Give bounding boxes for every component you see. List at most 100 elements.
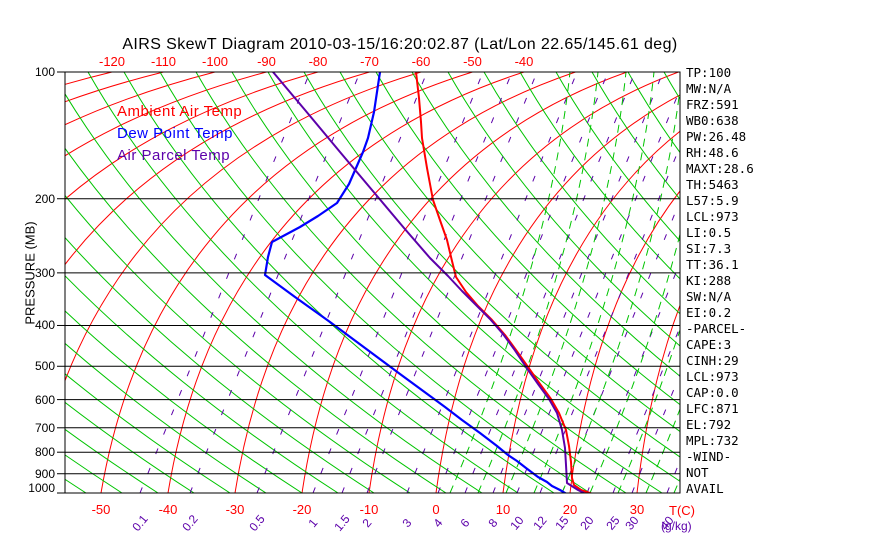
legend-item-dewpoint: Dew Point Temp [117, 125, 233, 142]
pressure-tick-label: 800 [34, 445, 55, 460]
temp-grid-line [65, 72, 319, 201]
temp-grid-line [234, 72, 576, 493]
grid-layer [65, 72, 870, 493]
pressure-tick-label: 1000 [28, 481, 55, 495]
bottom-temp-tick: -40 [158, 502, 178, 517]
mixing-ratio-line [437, 72, 609, 493]
mixing-ratio-line [256, 72, 428, 493]
dew-point-curve [263, 72, 568, 493]
adiabat-grid-line [411, 72, 680, 377]
top-temp-tick: -120 [98, 54, 126, 69]
temp-grid-line [167, 72, 525, 493]
stat-row: MPL:732 [686, 433, 739, 448]
bottom-temp-tick: -30 [225, 502, 245, 517]
bottom-temp-tick: 30 [629, 502, 645, 517]
adiabat-grid-line [87, 72, 519, 493]
stat-row: AVAIL [686, 481, 724, 496]
stat-row: MAXT:28.6 [686, 161, 754, 176]
mixing-ratio-line [366, 72, 538, 493]
mixing-ratio-line [464, 72, 636, 493]
stat-row: NOT [686, 465, 709, 480]
mixing-ratio-line [139, 72, 311, 493]
adiabat-grid-line [555, 72, 680, 242]
moist-adiabat-line [533, 72, 655, 493]
moist-adiabat-line [730, 72, 850, 493]
stat-row: TP:100 [686, 65, 732, 80]
pressure-tick-label: 500 [34, 359, 55, 374]
pressure-tick-label: 600 [34, 392, 55, 407]
top-temp-tick: -90 [257, 54, 276, 69]
top-temp-tick: -60 [411, 54, 431, 69]
top-temp-tick: -70 [360, 54, 379, 69]
temp-grid-line [368, 72, 679, 493]
stat-row: SI:7.3 [686, 241, 732, 256]
stat-row: CAPE:3 [686, 337, 732, 352]
temp-grid-line [301, 72, 628, 493]
mixing-ratio-line [341, 72, 513, 493]
temp-grid-line [65, 72, 370, 266]
stat-row: EI:0.2 [686, 305, 732, 320]
plot-border [64, 71, 681, 494]
mixing-ratio-line [312, 72, 484, 493]
pressure-tick-label: 100 [34, 65, 55, 79]
temp-grid-line [636, 303, 680, 493]
adiabat-grid-line [65, 310, 303, 493]
stat-row: LFC:871 [686, 401, 739, 416]
stat-row: LI:0.5 [686, 225, 732, 240]
moist-adiabat-line [814, 72, 870, 493]
moist-adiabat-line [786, 72, 870, 493]
adiabat-grid-line [231, 72, 663, 493]
bottom-temp-tick: 20 [562, 502, 578, 517]
adiabat-grid-line [519, 72, 680, 280]
adiabat-grid-line [267, 72, 680, 482]
stat-row: WB0:638 [686, 113, 739, 128]
top-temp-tick: -80 [308, 54, 328, 69]
temp-grid-line [435, 94, 680, 493]
moist-adiabat-line [758, 72, 870, 493]
adiabat-grid-line [195, 72, 627, 493]
temp-grid-line [100, 72, 473, 493]
pressure-tick-label: 300 [34, 265, 55, 280]
stat-row: CINH:29 [686, 353, 739, 368]
adiabat-grid-line [159, 72, 591, 493]
mixing-ratio-line [516, 87, 680, 493]
temp-grid-line [569, 190, 680, 493]
adiabat-grid-line [65, 236, 375, 493]
stat-row: FRZ:591 [686, 97, 739, 112]
adiabat-grid-line [65, 428, 159, 493]
top-temp-tick: -110 [150, 54, 177, 69]
adiabat-grid-line [483, 72, 680, 315]
stat-row: TT:36.1 [686, 257, 739, 272]
stat-row: -WIND- [686, 449, 732, 464]
temp-grid-line [65, 72, 267, 157]
mixing-ratio-line [492, 72, 664, 493]
pressure-tick-label: 700 [34, 420, 55, 435]
stat-row: MW:N/A [686, 81, 732, 96]
stat-row: KI:288 [686, 273, 732, 288]
adiabat-grid-line [65, 342, 267, 493]
legend: Ambient Air Temp Dew Point Temp Air Parc… [117, 101, 242, 167]
adiabat-grid-line [303, 72, 680, 458]
stat-row: CAP:0.0 [686, 385, 739, 400]
top-temp-tick: -100 [201, 54, 229, 69]
moist-adiabat-line [842, 72, 870, 493]
bottom-temp-tick: -20 [292, 502, 312, 517]
adiabat-grid-line [447, 72, 680, 347]
stat-row: TH:5463 [686, 177, 739, 192]
pressure-tick-label: 400 [34, 318, 55, 333]
stat-row: LCL:973 [686, 369, 739, 384]
adiabat-grid-line [123, 72, 555, 493]
pressure-tick-label: 900 [34, 466, 55, 481]
adiabat-grid-line [65, 194, 411, 493]
temp-grid-line [65, 72, 216, 126]
page-title: AIRS SkewT Diagram 2010-03-15/16:20:02.8… [122, 36, 678, 53]
adiabat-grid-line [65, 275, 339, 493]
top-temp-tick: -50 [463, 54, 482, 69]
stat-row: -PARCEL- [686, 321, 747, 336]
stat-row: RH:48.6 [686, 145, 739, 160]
stat-row: PW:26.48 [686, 129, 747, 144]
adiabat-grid-line [65, 147, 447, 493]
temp-grid-line [502, 130, 680, 493]
